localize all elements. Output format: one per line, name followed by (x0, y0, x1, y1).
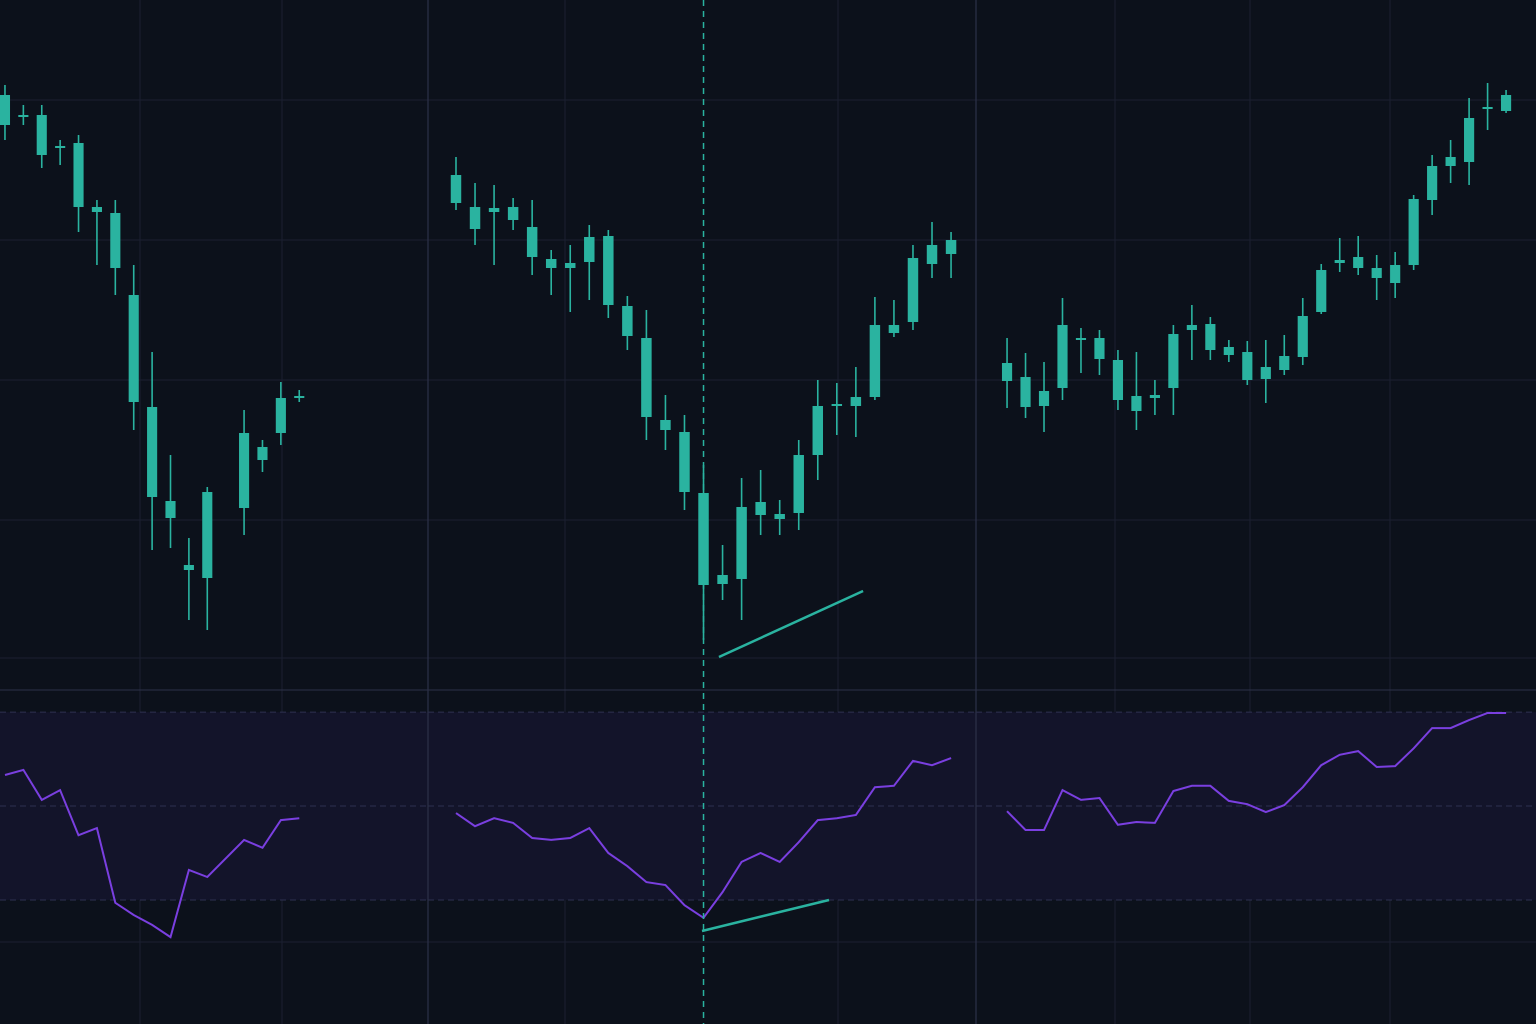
candle-body (1353, 257, 1364, 268)
candle-body (1260, 367, 1271, 379)
candle-body (1371, 268, 1382, 278)
candle-body (622, 306, 633, 336)
candle-body (584, 237, 595, 262)
candle-body (1112, 360, 1124, 400)
candle-body (907, 258, 919, 322)
candle-body (239, 433, 250, 508)
candle-body (831, 404, 843, 406)
candle-body (450, 175, 462, 203)
oscillator-trendline (701, 898, 830, 933)
candle-body (1094, 338, 1105, 359)
candle-body (526, 227, 538, 257)
candle-body (1186, 325, 1197, 330)
candle-body (488, 208, 500, 212)
candle-body (736, 507, 747, 579)
candle-body (1482, 107, 1493, 109)
candle-body (1390, 265, 1401, 283)
candle-body (641, 338, 652, 417)
candle-body (36, 115, 47, 155)
candle-body (1149, 395, 1160, 398)
candle-body (1408, 199, 1419, 265)
candle-body (73, 143, 84, 207)
candle-body (1500, 95, 1512, 111)
candle-body (1427, 166, 1438, 200)
candle-body (18, 115, 29, 117)
candle-body (55, 146, 66, 148)
candle-body (1464, 118, 1475, 162)
candle-body (1242, 352, 1253, 380)
candle-body (565, 263, 576, 268)
candle-body (1001, 363, 1013, 381)
candle-body (850, 397, 862, 406)
candle-body (91, 207, 102, 212)
candle-body (717, 575, 728, 584)
candle-body (183, 565, 194, 570)
candle-body (945, 240, 957, 254)
oscillator-line (4, 768, 300, 939)
candle-body (507, 207, 519, 220)
price-trendline (718, 589, 864, 659)
candle-body (660, 420, 671, 430)
candle-body (294, 396, 305, 398)
candle-body (147, 407, 158, 497)
candle-body (202, 492, 213, 578)
candle-body (926, 245, 938, 264)
candle-body (110, 213, 121, 268)
candle-body (774, 514, 785, 519)
candle-body (1445, 157, 1456, 166)
candle-body (1279, 356, 1290, 370)
candle-body (257, 447, 268, 460)
candle-body (1168, 334, 1179, 388)
candle-body (128, 295, 139, 402)
candle-body (603, 236, 614, 305)
candle-body (1131, 396, 1142, 411)
candle-body (793, 455, 804, 513)
candle-body (755, 502, 766, 515)
candle-body (545, 259, 557, 268)
candle-body (1205, 324, 1216, 350)
candle-body (165, 501, 176, 518)
candle-body (1316, 270, 1327, 312)
candle-body (0, 95, 11, 125)
candle-body (1223, 347, 1234, 355)
candle-body (1057, 325, 1068, 388)
candle-body (1334, 260, 1345, 263)
candle-body (275, 398, 286, 433)
candle-body (869, 325, 881, 397)
candle-body (1020, 377, 1031, 407)
candle-body (679, 432, 690, 492)
candle-body (812, 406, 824, 455)
candle-body (888, 325, 900, 333)
candle-body (469, 207, 481, 229)
candle-body (1297, 316, 1308, 357)
oscillator-line (1006, 712, 1507, 831)
candle-body (1038, 391, 1050, 406)
candle-body (1075, 338, 1087, 340)
